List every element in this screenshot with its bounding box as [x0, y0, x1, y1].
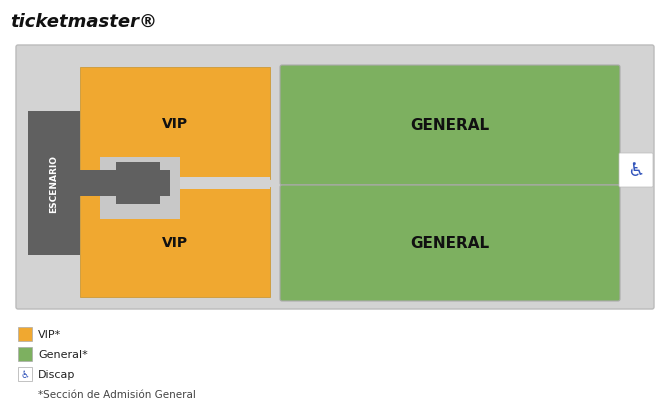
Bar — [80, 178, 270, 189]
FancyBboxPatch shape — [280, 66, 620, 186]
Text: GENERAL: GENERAL — [411, 118, 490, 133]
Bar — [80, 68, 270, 180]
FancyBboxPatch shape — [619, 154, 653, 188]
Text: VIP: VIP — [162, 236, 188, 249]
Text: Discap: Discap — [38, 369, 76, 379]
Bar — [18, 347, 32, 361]
Text: *Sección de Admisión General: *Sección de Admisión General — [38, 389, 196, 399]
Text: ♿: ♿ — [627, 161, 645, 180]
Text: GENERAL: GENERAL — [411, 236, 490, 251]
Bar — [80, 188, 270, 297]
Text: General*: General* — [38, 349, 88, 359]
Bar — [80, 171, 170, 196]
Text: VIP: VIP — [162, 117, 188, 131]
Bar — [18, 367, 32, 381]
Text: VIP*: VIP* — [38, 329, 61, 339]
Text: ticketmaster®: ticketmaster® — [10, 13, 157, 31]
Bar — [116, 163, 160, 204]
Text: ♿: ♿ — [21, 369, 29, 379]
Bar — [28, 112, 80, 255]
Text: ESCENARIO: ESCENARIO — [50, 155, 58, 213]
Bar — [18, 327, 32, 341]
FancyBboxPatch shape — [16, 46, 654, 309]
FancyBboxPatch shape — [280, 186, 620, 301]
Bar — [100, 157, 180, 220]
